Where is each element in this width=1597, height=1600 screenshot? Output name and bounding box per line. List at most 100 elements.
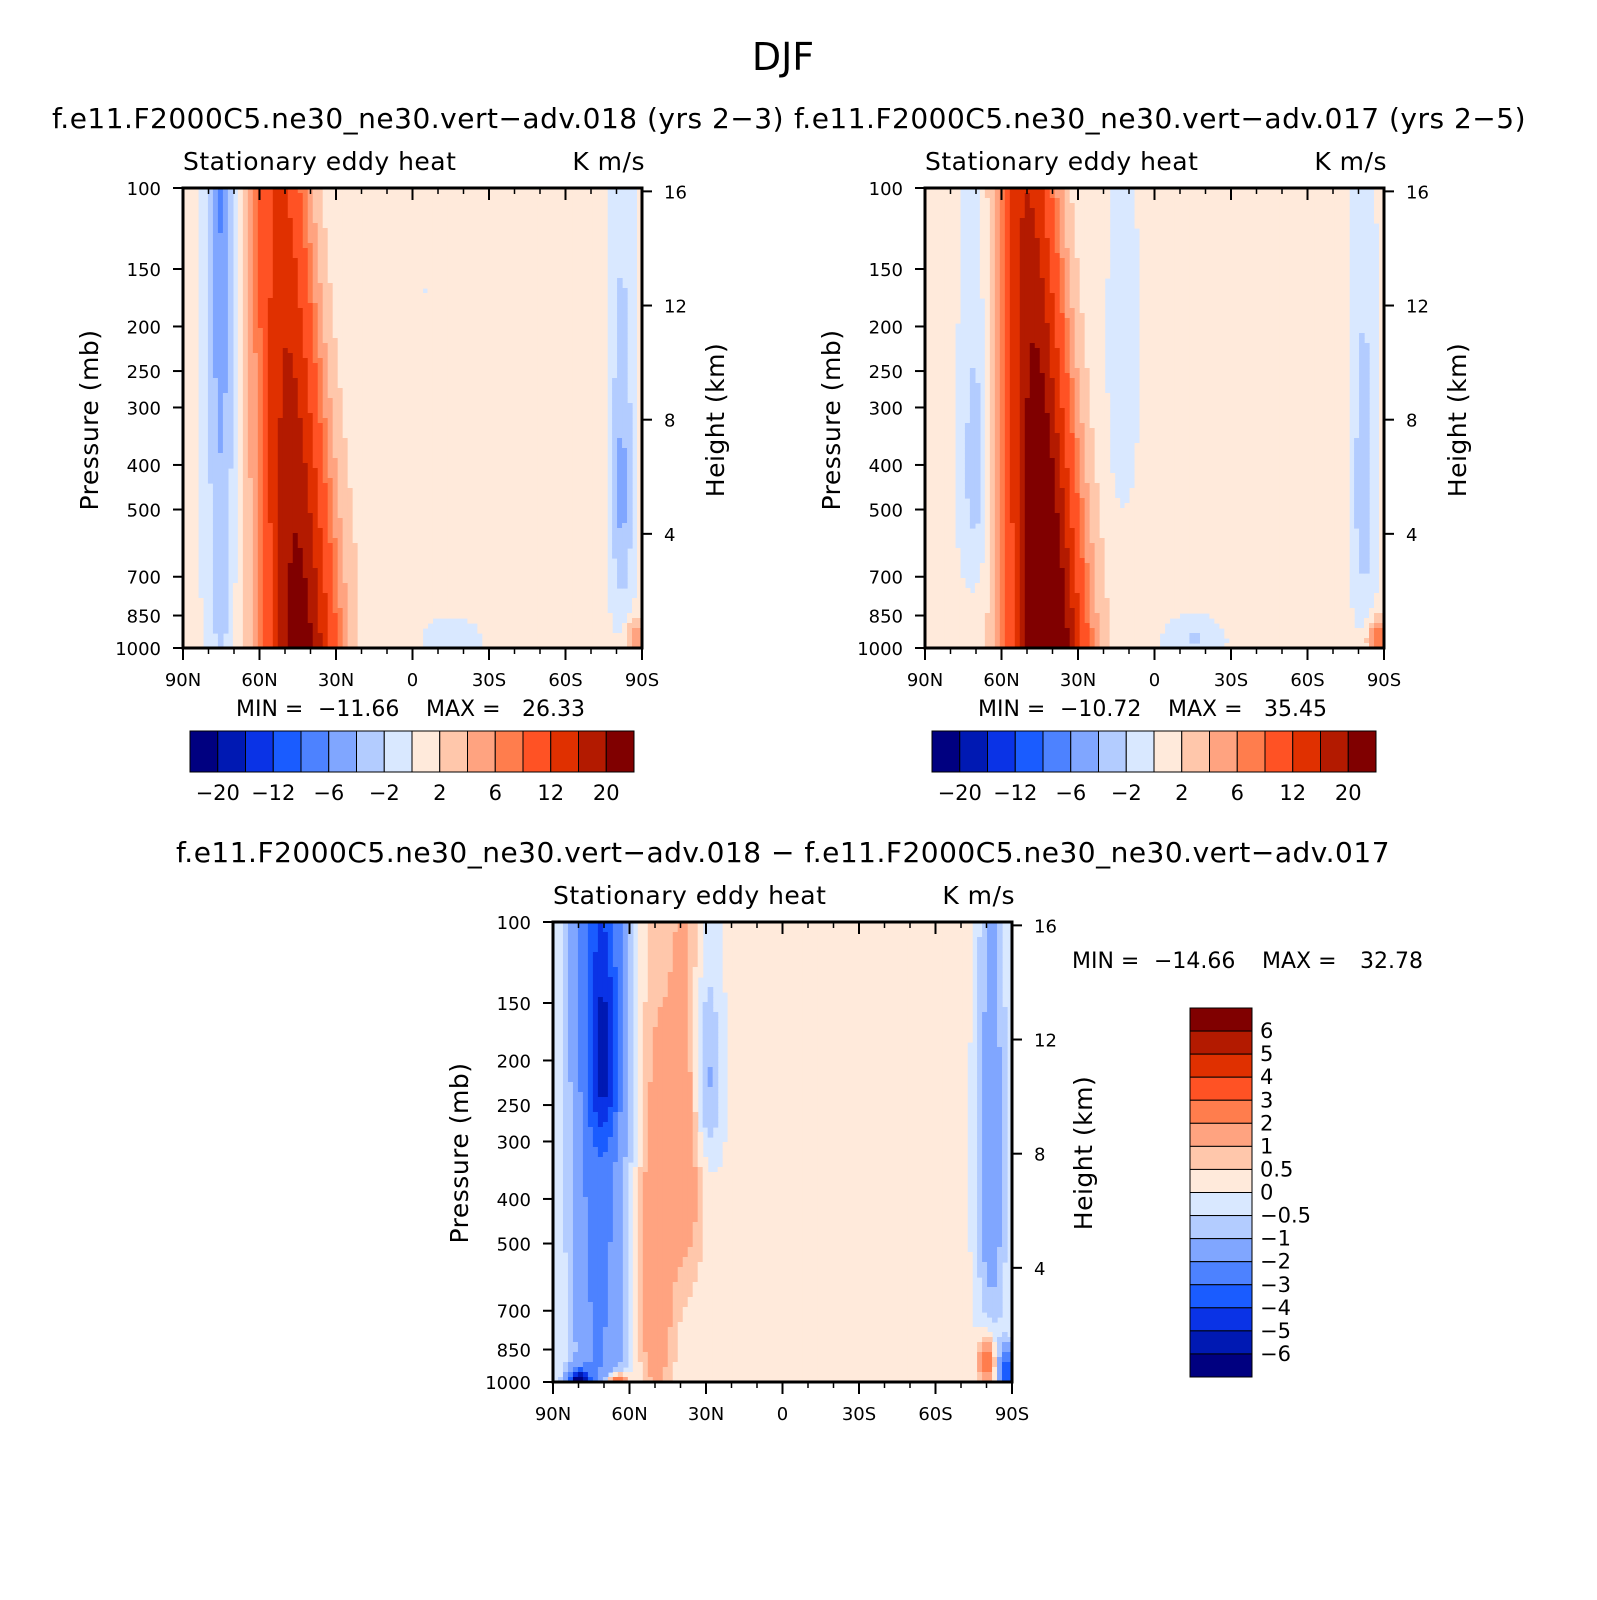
contour-cell [207, 408, 214, 414]
contour-cell [362, 293, 369, 299]
contour-cell [492, 223, 498, 229]
contour-cell [427, 428, 434, 434]
contour-cell [417, 303, 424, 309]
contour-cell [577, 208, 583, 214]
contour-cell [537, 363, 543, 369]
contour-cell [502, 198, 508, 204]
contour-cell [497, 363, 503, 369]
contour-cell [332, 268, 339, 274]
contour-cell [257, 283, 264, 289]
contour-cell [492, 473, 498, 479]
contour-cell [407, 353, 414, 359]
contour-cell [372, 348, 379, 354]
contour-cell [562, 198, 568, 204]
contour-cell [442, 348, 449, 354]
contour-cell [547, 223, 553, 229]
contour-cell [292, 383, 299, 389]
contour-cell [622, 453, 628, 459]
contour-cell [332, 253, 339, 259]
contour-cell [322, 418, 329, 424]
contour-cell [587, 313, 593, 319]
contour-cell [272, 233, 279, 239]
contour-cell [402, 458, 409, 464]
contour-cell [183, 353, 189, 359]
contour-cell [447, 203, 454, 209]
contour-cell [622, 438, 628, 444]
contour-cell [422, 303, 429, 309]
contour-cell [357, 313, 364, 319]
contour-cell [537, 473, 543, 479]
contour-cell [592, 243, 598, 249]
contour-cell [587, 388, 593, 394]
contour-cell [617, 358, 623, 364]
contour-cell [357, 418, 364, 424]
contour-cell [602, 393, 608, 399]
contour-cell [307, 278, 314, 284]
contour-cell [622, 378, 628, 384]
contour-cell [422, 458, 429, 464]
contour-cell [242, 333, 249, 339]
contour-cell [302, 263, 309, 269]
contour-cell [592, 408, 598, 414]
contour-cell [252, 258, 259, 264]
contour-cell [282, 478, 289, 484]
contour-cell [487, 373, 493, 379]
contour-cell [557, 373, 563, 379]
contour-cell [367, 443, 374, 449]
contour-cell [257, 258, 264, 264]
contour-cell [227, 338, 234, 344]
contour-cell [537, 453, 543, 459]
contour-cell [442, 233, 449, 239]
contour-cell [372, 213, 379, 219]
contour-cell [372, 463, 379, 469]
contour-cell [462, 338, 468, 344]
contour-cell [257, 423, 264, 429]
contour-cell [352, 188, 359, 194]
contour-cell [562, 228, 568, 234]
contour-cell [192, 383, 199, 389]
contour-cell [252, 308, 259, 314]
contour-cell [377, 373, 384, 379]
contour-cell [492, 233, 498, 239]
contour-cell [312, 363, 319, 369]
contour-cell [282, 208, 289, 214]
contour-cell [372, 313, 379, 319]
contour-cell [192, 328, 199, 334]
contour-cell [312, 408, 319, 414]
contour-cell [627, 413, 633, 419]
contour-cell [587, 393, 593, 399]
contour-cell [417, 288, 424, 294]
contour-cell [257, 463, 264, 469]
contour-cell [512, 203, 518, 209]
contour-cell [592, 448, 598, 454]
contour-cell [472, 228, 478, 234]
contour-cell [357, 218, 364, 224]
contour-cell [297, 423, 304, 429]
contour-cell [183, 253, 189, 259]
contour-cell [477, 303, 483, 309]
contour-cell [387, 458, 394, 464]
contour-cell [552, 473, 558, 479]
contour-cell [192, 468, 199, 474]
contour-cell [572, 323, 578, 329]
contour-cell [402, 223, 409, 229]
contour-cell [432, 318, 439, 324]
contour-cell [407, 398, 414, 404]
contour-cell [237, 433, 244, 439]
contour-cell [242, 228, 249, 234]
contour-cell [532, 308, 538, 314]
contour-cell [342, 288, 349, 294]
contour-cell [187, 323, 194, 329]
contour-cell [242, 313, 249, 319]
contour-cell [537, 403, 543, 409]
contour-cell [307, 288, 314, 294]
contour-cell [312, 318, 319, 324]
contour-cell [512, 328, 518, 334]
contour-cell [367, 463, 374, 469]
contour-cell [562, 313, 568, 319]
contour-cell [622, 338, 628, 344]
contour-cell [252, 248, 259, 254]
contour-cell [217, 253, 224, 259]
contour-cell [562, 263, 568, 269]
contour-cell [357, 383, 364, 389]
